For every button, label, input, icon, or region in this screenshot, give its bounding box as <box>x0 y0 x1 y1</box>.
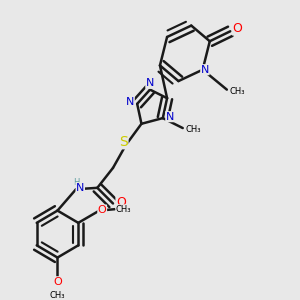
Text: N: N <box>126 97 134 106</box>
Text: S: S <box>119 135 128 149</box>
Text: O: O <box>116 196 126 208</box>
Text: O: O <box>53 277 62 287</box>
Text: N: N <box>201 65 209 75</box>
Text: N: N <box>166 112 174 122</box>
Text: CH₃: CH₃ <box>116 205 131 214</box>
Text: O: O <box>98 205 106 215</box>
Text: N: N <box>76 183 85 193</box>
Text: H: H <box>73 178 79 188</box>
Text: O: O <box>232 22 242 35</box>
Text: CH₃: CH₃ <box>229 86 244 95</box>
Text: CH₃: CH₃ <box>186 125 201 134</box>
Text: N: N <box>146 78 154 88</box>
Text: CH₃: CH₃ <box>50 292 65 300</box>
